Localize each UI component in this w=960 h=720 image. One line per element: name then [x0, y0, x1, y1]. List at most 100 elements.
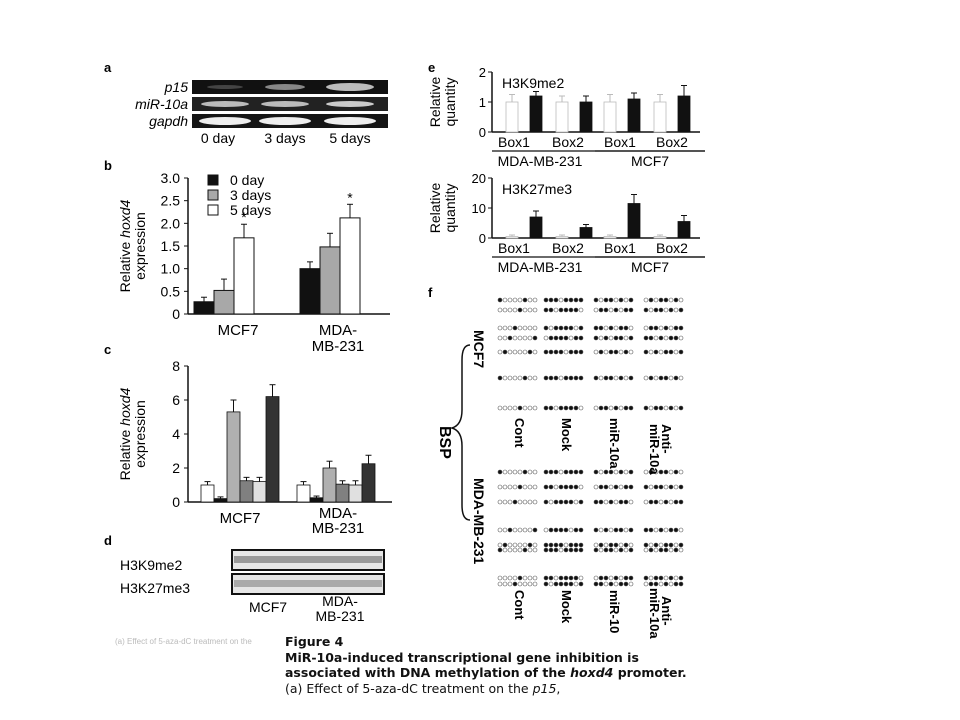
- methylation-dot: [613, 484, 619, 490]
- bar: [319, 246, 341, 315]
- methylation-dot: [517, 375, 523, 381]
- methylation-dot: [653, 499, 659, 505]
- legend-label: 3 days: [230, 187, 271, 203]
- methylation-dot: [608, 307, 614, 313]
- methylation-dot: [548, 542, 554, 548]
- methylation-dot: [502, 297, 508, 303]
- chart-title: H3K27me3: [502, 181, 572, 197]
- methylation-dot: [668, 297, 674, 303]
- methylation-dot: [543, 375, 549, 381]
- methylation-dot: [648, 547, 654, 553]
- methylation-dot: [568, 375, 574, 381]
- methylation-dot: [527, 575, 533, 581]
- methylation-dot: [532, 575, 538, 581]
- methylation-dot: [663, 307, 669, 313]
- methylation-dot: [517, 325, 523, 331]
- bar: [505, 236, 519, 239]
- timepoint-0day: 0 day: [201, 130, 235, 146]
- bar: [193, 301, 215, 315]
- methylation-dot: [497, 349, 503, 355]
- methylation-dot: [527, 297, 533, 303]
- methylation-dot: [563, 335, 569, 341]
- methylation-dot: [548, 325, 554, 331]
- methylation-dot: [593, 335, 599, 341]
- methylation-dot: [598, 297, 604, 303]
- x-category-label: Box2: [552, 134, 584, 150]
- methylation-dot: [563, 527, 569, 533]
- methylation-dot: [648, 375, 654, 381]
- condition-label: miR-10a: [607, 418, 622, 469]
- methylation-dot: [678, 581, 684, 587]
- methylation-dot: [558, 484, 564, 490]
- methylation-dot: [643, 484, 649, 490]
- methylation-dot: [497, 405, 503, 411]
- methylation-dot: [573, 375, 579, 381]
- methylation-dot: [548, 575, 554, 581]
- methylation-dot: [593, 484, 599, 490]
- methylation-dot: [673, 575, 679, 581]
- panel-letter-e: e: [428, 60, 435, 75]
- methylation-dot: [623, 349, 629, 355]
- methylation-dot: [573, 325, 579, 331]
- y-tick-label: 4: [172, 426, 180, 442]
- methylation-dot: [548, 349, 554, 355]
- bar: [335, 483, 350, 503]
- methylation-dot: [608, 469, 614, 475]
- methylation-dot: [543, 499, 549, 505]
- methylation-dot: [573, 547, 579, 553]
- methylation-dot: [497, 307, 503, 313]
- methylation-dot: [668, 575, 674, 581]
- chart-panel-e-upper: 0 1 2 H3K9me2 Relativequantity Box1 Box2 Box1 Bo…: [427, 65, 705, 169]
- methylation-dot: [558, 469, 564, 475]
- methylation-dot: [598, 542, 604, 548]
- methylation-dot: [548, 375, 554, 381]
- methylation-dot: [563, 349, 569, 355]
- methylation-dot: [598, 335, 604, 341]
- methylation-dot: [497, 297, 503, 303]
- methylation-dot: [527, 349, 533, 355]
- methylation-dot: [623, 375, 629, 381]
- methylation-dot: [553, 527, 559, 533]
- methylation-dot: [568, 527, 574, 533]
- chart-title: H3K9me2: [502, 75, 564, 91]
- methylation-dot: [618, 542, 624, 548]
- methylation-dot: [532, 307, 538, 313]
- methylation-dot: [517, 469, 523, 475]
- methylation-dot: [648, 297, 654, 303]
- methylation-dot: [673, 542, 679, 548]
- methylation-dot: [663, 325, 669, 331]
- blot-label-h3k9me2: H3K9me2: [120, 557, 182, 573]
- methylation-dot: [522, 349, 528, 355]
- methylation-dot: [668, 499, 674, 505]
- methylation-dot: [653, 349, 659, 355]
- methylation-dot: [568, 335, 574, 341]
- x-category-label: MCF7: [220, 510, 261, 527]
- methylation-dot: [543, 547, 549, 553]
- methylation-dot: [658, 375, 664, 381]
- methylation-dot: [502, 499, 508, 505]
- cell-line-label-mdamb231: MDA-MB-231: [471, 478, 487, 565]
- methylation-dot: [512, 575, 518, 581]
- methylation-dot: [573, 469, 579, 475]
- methylation-dot: [653, 335, 659, 341]
- methylation-dot: [532, 547, 538, 553]
- methylation-dot: [563, 499, 569, 505]
- methylation-dot: [512, 307, 518, 313]
- methylation-dot: [522, 547, 528, 553]
- methylation-dot: [618, 307, 624, 313]
- methylation-dot: [532, 375, 538, 381]
- methylation-dot: [618, 349, 624, 355]
- methylation-dot: [673, 581, 679, 587]
- methylation-dot: [673, 484, 679, 490]
- methylation-dot: [658, 469, 664, 475]
- methylation-dot: [512, 349, 518, 355]
- methylation-dot: [578, 542, 584, 548]
- methylation-dot: [578, 335, 584, 341]
- methylation-dot: [578, 375, 584, 381]
- methylation-dot: [618, 405, 624, 411]
- methylation-dot: [613, 542, 619, 548]
- methylation-dot: [558, 349, 564, 355]
- methylation-dot: [623, 307, 629, 313]
- methylation-dot: [678, 499, 684, 505]
